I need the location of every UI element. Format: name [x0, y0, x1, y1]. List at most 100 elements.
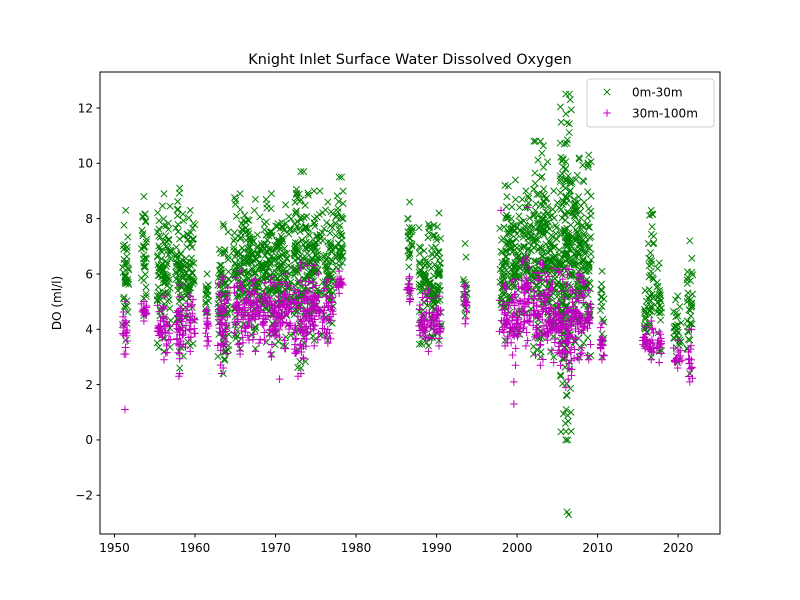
data-point [534, 236, 542, 244]
data-point [261, 251, 269, 259]
data-point [296, 197, 304, 205]
data-point [531, 333, 539, 341]
data-point [437, 234, 445, 243]
data-point [647, 355, 655, 364]
data-point [421, 257, 429, 266]
data-point [176, 266, 184, 274]
data-point [568, 312, 576, 321]
data-point [647, 230, 655, 238]
data-point [557, 371, 565, 379]
data-point [424, 347, 433, 356]
data-point [433, 317, 441, 326]
data-point [181, 327, 190, 335]
data-point [236, 262, 244, 270]
data-point [186, 292, 194, 300]
data-point [310, 261, 318, 270]
data-point [243, 216, 252, 224]
data-point [543, 223, 551, 231]
data-point [527, 233, 536, 241]
data-point [685, 293, 693, 301]
data-point [162, 340, 171, 348]
x-tick-label: 2020 [663, 541, 694, 555]
data-point [598, 319, 606, 328]
data-point [436, 254, 444, 262]
data-point [563, 271, 572, 279]
data-point [176, 364, 184, 372]
data-point [164, 244, 172, 252]
data-point [539, 142, 547, 150]
data-point [645, 286, 653, 294]
data-point [243, 321, 252, 330]
data-point [561, 216, 569, 224]
data-point [266, 348, 275, 357]
data-point [185, 214, 193, 222]
data-point [535, 276, 544, 285]
data-point [329, 267, 337, 275]
data-point [166, 304, 174, 312]
data-point [277, 321, 285, 329]
legend-marker [603, 109, 611, 117]
data-point [300, 168, 308, 176]
data-point [566, 348, 575, 357]
data-point [562, 264, 570, 273]
data-point [220, 342, 228, 351]
data-point [294, 372, 302, 381]
data-point [275, 375, 284, 383]
data-point [522, 342, 530, 350]
data-point [580, 178, 588, 186]
data-point [322, 256, 330, 264]
data-point [564, 436, 572, 444]
data-point [561, 294, 569, 302]
data-point [415, 340, 423, 348]
data-point [124, 233, 132, 241]
data-point [290, 271, 298, 280]
data-point [292, 334, 300, 343]
data-point [125, 280, 133, 288]
data-point [532, 137, 540, 145]
data-point [577, 214, 585, 222]
data-point [562, 436, 570, 444]
data-point [656, 292, 665, 300]
data-point [540, 298, 549, 307]
data-point [672, 313, 680, 321]
y-tick-label: 12 [78, 101, 93, 115]
data-point [648, 302, 656, 311]
data-point [311, 291, 320, 300]
data-point [405, 272, 414, 281]
y-tick-label: −2 [75, 489, 93, 503]
data-point [585, 263, 593, 271]
data-point [580, 232, 588, 240]
data-point [579, 292, 588, 301]
data-point [335, 198, 343, 206]
y-axis-label: DO (ml/l) [50, 276, 64, 330]
data-point [291, 335, 299, 344]
data-point [323, 314, 331, 322]
data-point [598, 267, 606, 275]
data-point [260, 290, 269, 298]
data-point [182, 254, 190, 263]
data-point [562, 427, 570, 436]
data-point [649, 329, 658, 337]
data-point [425, 309, 433, 317]
data-point [297, 348, 306, 356]
data-point [153, 301, 162, 310]
data-point [585, 319, 594, 328]
data-point [224, 268, 233, 276]
data-point [672, 296, 680, 304]
data-point [326, 334, 335, 343]
x-tick-label: 1970 [260, 541, 291, 555]
data-point [547, 231, 555, 239]
data-point [520, 288, 528, 297]
data-point [166, 202, 174, 210]
data-point [461, 287, 469, 296]
data-point [249, 330, 258, 339]
data-point [566, 384, 574, 393]
data-point [335, 289, 343, 298]
data-point [687, 356, 696, 364]
data-point [324, 275, 332, 284]
data-point [461, 239, 469, 248]
data-point [332, 231, 340, 240]
legend-item: 0m-30m [603, 85, 683, 99]
data-point [646, 339, 655, 348]
data-point [310, 342, 318, 350]
